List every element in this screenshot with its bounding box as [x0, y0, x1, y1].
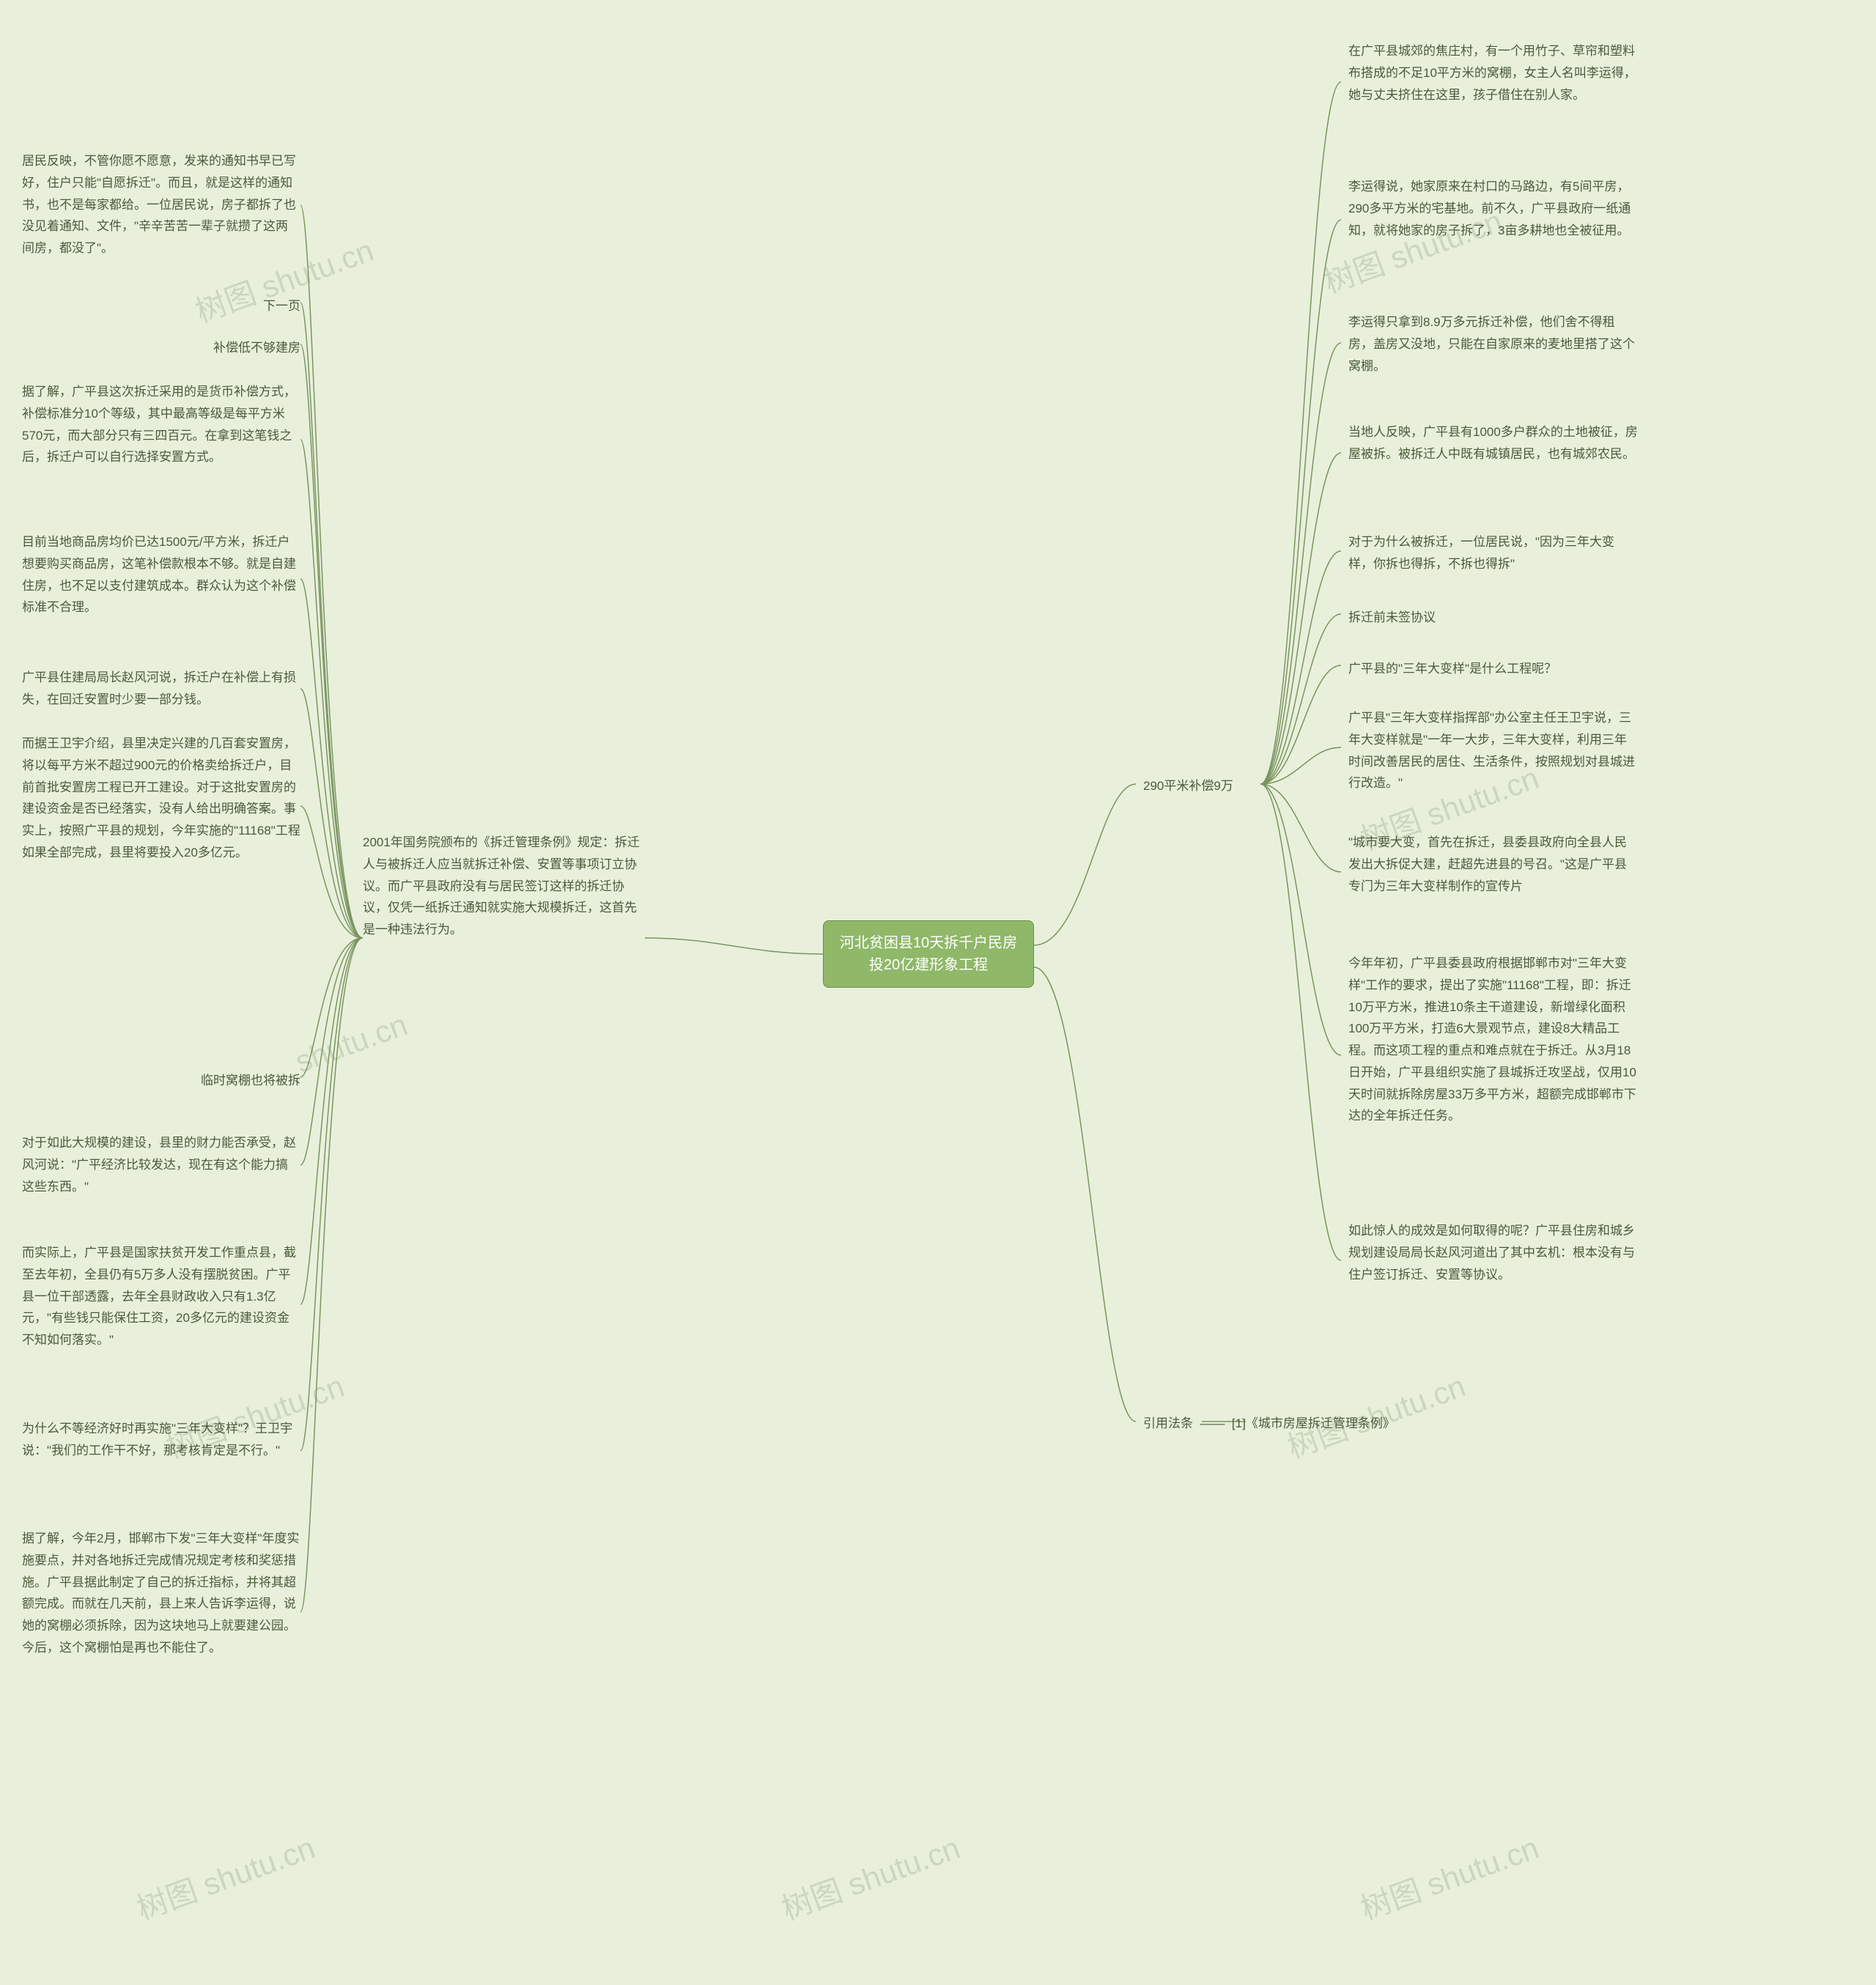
left-leaf: 临时窝棚也将被拆	[22, 1070, 300, 1092]
left-leaf: 据了解，今年2月，邯郸市下发"三年大变样"年度实施要点，并对各地拆迁完成情况规定…	[22, 1528, 300, 1659]
left-leaf: 居民反映，不管你愿不愿意，发来的通知书早已写好，住户只能"自愿拆迁"。而且，就是…	[22, 150, 300, 259]
citation-text: [1]《城市房屋拆迁管理条例》	[1232, 1416, 1395, 1430]
right-leaf: 在广平县城郊的焦庄村，有一个用竹子、草帘和塑料布搭成的不足10平方米的窝棚，女主…	[1348, 40, 1638, 106]
watermark: 树图 shutu.cn	[775, 1823, 965, 1929]
left-intro: 2001年国务院颁布的《拆迁管理条例》规定：拆迁人与被拆迁人应当就拆迁补偿、安置…	[363, 832, 645, 941]
right-branch1-label: 290平米补偿9万	[1143, 777, 1233, 796]
right-leaf: 广平县的"三年大变样"是什么工程呢？	[1348, 658, 1638, 680]
watermark: shutu.cn	[291, 1007, 413, 1079]
left-leaf: 据了解，广平县这次拆迁采用的是货币补偿方式，补偿标准分10个等级，其中最高等级是…	[22, 381, 300, 468]
left-leaf: 对于如此大规模的建设，县里的财力能否承受，赵风河说："广平经济比较发达，现在有这…	[22, 1132, 300, 1197]
center-title: 河北贫困县10天拆千户民房 投20亿建形象工程	[835, 932, 1022, 976]
left-leaf: 补偿低不够建房	[22, 337, 300, 359]
right-leaf: 如此惊人的成效是如何取得的呢？广平县住房和城乡规划建设局局长赵风河道出了其中玄机…	[1348, 1220, 1638, 1285]
center-node: 河北贫困县10天拆千户民房 投20亿建形象工程	[823, 920, 1034, 988]
right-leaf: "城市要大变，首先在拆迁，县委县政府向全县人民发出大拆促大建，赶超先进县的号召。…	[1348, 832, 1638, 897]
citation-label: 引用法条	[1143, 1416, 1193, 1430]
right-leaf: 广平县"三年大变样指挥部"办公室主任王卫宇说，三年大变样就是"一年一大步，三年大…	[1348, 707, 1638, 794]
right-leaf: 李运得只拿到8.9万多元拆迁补偿，他们舍不得租房，盖房又没地，只能在自家原来的麦…	[1348, 311, 1638, 377]
left-leaf: 广平县住建局局长赵风河说，拆迁户在补偿上有损失，在回迁安置时少要一部分钱。	[22, 667, 300, 711]
right-leaf: 今年年初，广平县委县政府根据邯郸市对"三年大变样"工作的要求，提出了实施"111…	[1348, 953, 1638, 1127]
left-leaf: 而实际上，广平县是国家扶贫开发工作重点县，截至去年初，全县仍有5万多人没有摆脱贫…	[22, 1242, 300, 1351]
right-leaf: 当地人反映，广平县有1000多户群众的土地被征，房屋被拆。被拆迁人中既有城镇居民…	[1348, 421, 1638, 465]
left-leaf: 下一页	[22, 295, 300, 317]
watermark: 树图 shutu.cn	[130, 1823, 320, 1929]
right-leaf: 对于为什么被拆迁，一位居民说，"因为三年大变样，你拆也得拆，不拆也得拆"	[1348, 531, 1638, 575]
right-leaf: 李运得说，她家原来在村口的马路边，有5间平房，290多平方米的宅基地。前不久，广…	[1348, 176, 1638, 241]
citation-dash: ——	[1197, 1416, 1228, 1430]
right-branch2-label: 引用法条 —— [1]《城市房屋拆迁管理条例》	[1143, 1414, 1395, 1433]
left-leaf: 而据王卫宇介绍，县里决定兴建的几百套安置房，将以每平方米不超过900元的价格卖给…	[22, 733, 300, 864]
watermark: 树图 shutu.cn	[1354, 1823, 1544, 1929]
right-leaf: 拆迁前未签协议	[1348, 607, 1638, 629]
left-leaf: 为什么不等经济好时再实施"三年大变样"？王卫宇说："我们的工作干不好，那考核肯定…	[22, 1418, 300, 1462]
left-leaf: 目前当地商品房均价已达1500元/平方米，拆迁户想要购买商品房，这笔补偿款根本不…	[22, 531, 300, 618]
